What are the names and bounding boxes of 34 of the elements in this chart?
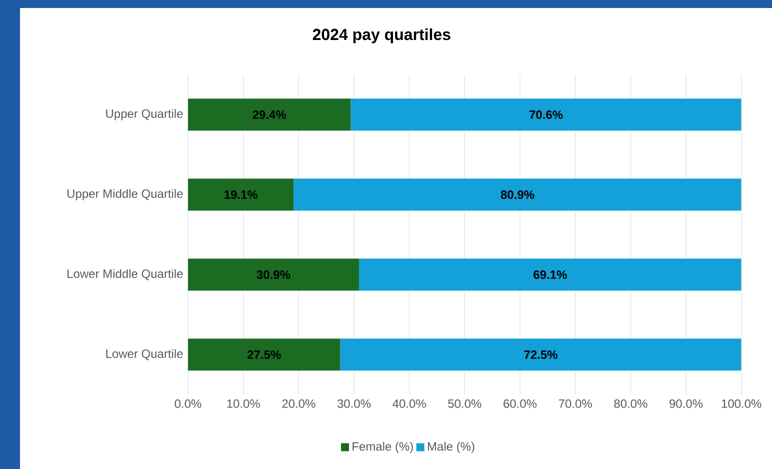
x-tick-label: 20.0% [282,399,316,408]
bar [188,258,359,291]
x-tick-label: 100.0% [722,399,762,408]
data-label: 70.6% [530,110,563,119]
x-tick-label: 30.0% [337,399,371,408]
bar [350,98,742,131]
data-label: 29.4% [252,110,286,119]
bar [294,178,742,211]
data-label: 72.5% [524,350,558,359]
x-tick-label: 60.0% [504,399,537,408]
bar [358,258,742,291]
x-tick-label: 80.0% [614,399,648,408]
x-tick-label: 40.0% [392,399,426,408]
bar [188,178,294,211]
chart-title: 2024 pay quartiles [312,28,450,44]
x-tick-label: 70.0% [558,399,592,408]
bar [340,338,742,371]
bar [188,338,340,371]
y-tick-label: Lower Middle Quartile [68,269,183,280]
y-tick-label: Upper Quartile [106,109,183,120]
data-label: 30.9% [256,270,290,279]
data-label: 69.1% [534,270,567,279]
x-tick-label: 0.0% [174,399,202,408]
y-tick-label: Upper Middle Quartile [67,189,183,200]
data-label: 80.9% [500,190,534,199]
bar [188,98,351,131]
legend-label: Female (%) [352,442,413,454]
x-tick-label: 50.0% [448,399,482,408]
legend-label: Male (%) [428,442,474,454]
x-tick-label: 90.0% [670,399,703,408]
x-tick-label: 10.0% [227,399,260,408]
data-label: 19.1% [224,190,258,199]
y-tick-label: Lower Quartile [106,349,183,360]
data-label: 27.5% [247,350,281,359]
